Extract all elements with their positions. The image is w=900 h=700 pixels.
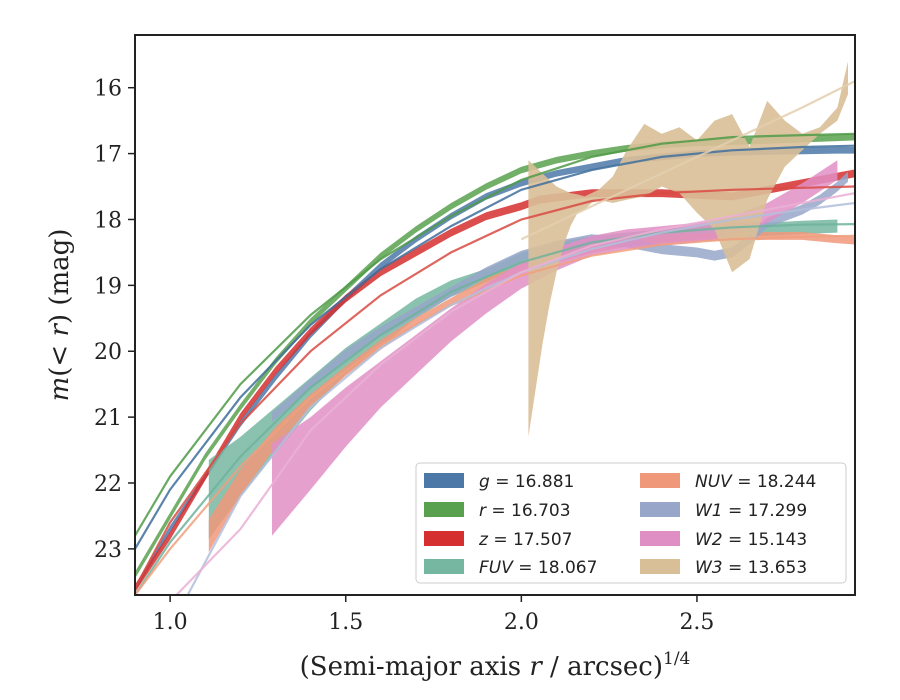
legend-label-w2: W2 = 15.143 xyxy=(695,530,807,550)
fit-line-g xyxy=(135,144,855,550)
x-axis: 1.0 1.5 2.0 2.5 xyxy=(153,595,714,635)
band-w3 xyxy=(528,61,848,437)
y-axis: 16 17 18 19 20 21 22 23 xyxy=(94,77,135,563)
legend-label-fuv: FUV = 18.067 xyxy=(479,558,597,578)
y-tick-label: 20 xyxy=(94,340,122,365)
legend-label-r: r = 16.703 xyxy=(479,501,571,521)
y-tick-label: 23 xyxy=(94,538,122,563)
fit-line-w3 xyxy=(520,80,855,241)
band-w2 xyxy=(272,160,838,536)
legend-swatch-r xyxy=(424,502,464,517)
y-tick-label: 22 xyxy=(94,472,122,497)
x-axis-label: (Semi-major axis r / arcsec)1/4 xyxy=(300,649,691,682)
legend-label-w1: W1 = 17.299 xyxy=(695,501,807,521)
fit-line-r xyxy=(135,132,855,537)
y-tick-label: 21 xyxy=(94,406,122,431)
legend-swatch-w1 xyxy=(640,502,680,517)
x-tick-label: 2.0 xyxy=(504,610,539,635)
legend-swatch-w3 xyxy=(640,559,680,574)
y-tick-label: 16 xyxy=(94,77,122,102)
legend: g = 16.881 r = 16.703 z = 17.507 FUV = 18.0… xyxy=(415,462,847,584)
fit-line-w2 xyxy=(174,192,855,595)
y-axis-label: m(< r) (mag) xyxy=(45,229,75,402)
legend-swatch-w2 xyxy=(640,531,680,546)
x-tick-label: 1.0 xyxy=(153,610,188,635)
legend-swatch-fuv xyxy=(424,559,464,574)
legend-label-nuv: NUV = 18.244 xyxy=(695,472,816,492)
x-tick-label: 1.5 xyxy=(328,610,363,635)
fit-line-layer xyxy=(135,80,855,595)
fit-line-nuv xyxy=(135,234,855,595)
legend-swatch-z xyxy=(424,531,464,546)
legend-label-z: z = 17.507 xyxy=(478,530,572,550)
legend-label-g: g = 16.881 xyxy=(479,472,574,492)
fit-line-fuv xyxy=(135,223,855,595)
legend-box xyxy=(415,462,847,584)
legend-swatch-g xyxy=(424,473,464,488)
x-tick-label: 2.5 xyxy=(679,610,714,635)
fit-line-z xyxy=(135,185,855,589)
legend-swatch-nuv xyxy=(640,473,680,488)
y-tick-label: 18 xyxy=(94,208,122,233)
y-tick-label: 17 xyxy=(94,143,122,168)
plot-frame xyxy=(134,34,856,596)
y-tick-label: 19 xyxy=(94,274,122,299)
legend-label-w3: W3 = 13.653 xyxy=(695,558,807,578)
